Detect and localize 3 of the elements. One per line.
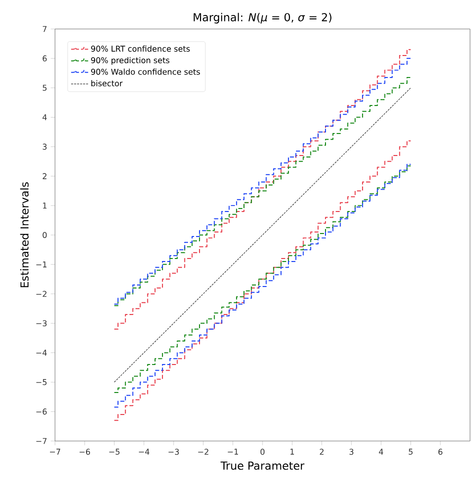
chart-title: Marginal: N(μ = 0, σ = 2) xyxy=(194,12,332,24)
x-axis-title: True Parameter xyxy=(220,462,304,470)
y-axis-title: Estimated Intervals xyxy=(20,182,29,288)
